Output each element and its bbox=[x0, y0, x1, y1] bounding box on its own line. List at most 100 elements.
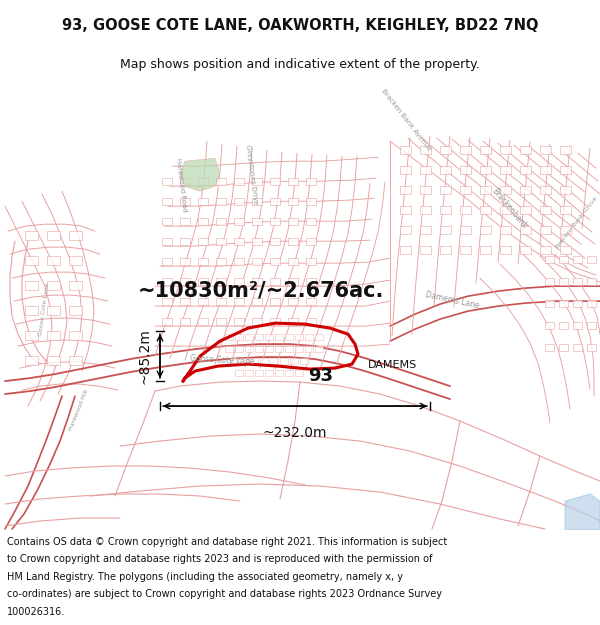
Bar bbox=[216, 298, 226, 305]
Text: HM Land Registry. The polygons (including the associated geometry, namely x, y: HM Land Registry. The polygons (includin… bbox=[7, 572, 403, 582]
Bar bbox=[306, 258, 316, 265]
Bar bbox=[270, 178, 280, 185]
Bar bbox=[559, 322, 568, 329]
Bar bbox=[69, 306, 82, 315]
Bar bbox=[252, 298, 262, 305]
Bar bbox=[540, 146, 551, 154]
Bar bbox=[252, 198, 262, 205]
Bar bbox=[270, 318, 280, 325]
Bar bbox=[288, 238, 298, 245]
Bar bbox=[252, 238, 262, 245]
Bar bbox=[275, 370, 283, 376]
Bar bbox=[47, 256, 60, 265]
Bar bbox=[198, 278, 208, 285]
Bar bbox=[198, 218, 208, 225]
Bar bbox=[559, 278, 568, 285]
Bar bbox=[180, 198, 190, 205]
Bar bbox=[47, 281, 60, 290]
Bar bbox=[198, 258, 208, 265]
Bar bbox=[265, 370, 273, 376]
Bar bbox=[47, 356, 60, 365]
Bar bbox=[440, 186, 451, 194]
Bar bbox=[285, 370, 293, 376]
Bar bbox=[235, 370, 243, 376]
Bar bbox=[500, 166, 511, 174]
Bar bbox=[440, 146, 451, 154]
Bar bbox=[216, 218, 226, 225]
Bar bbox=[400, 146, 411, 154]
Bar bbox=[47, 331, 60, 340]
Bar bbox=[460, 246, 471, 254]
Bar bbox=[460, 206, 471, 214]
Bar bbox=[560, 186, 571, 194]
Bar bbox=[245, 370, 253, 376]
Bar bbox=[216, 278, 226, 285]
Bar bbox=[400, 246, 411, 254]
Text: Contains OS data © Crown copyright and database right 2021. This information is : Contains OS data © Crown copyright and d… bbox=[7, 537, 448, 547]
Bar bbox=[234, 318, 244, 325]
Text: ~85.2m: ~85.2m bbox=[138, 328, 152, 384]
Text: Bracken Bank Avenue: Bracken Bank Avenue bbox=[380, 88, 432, 152]
Polygon shape bbox=[180, 158, 220, 191]
Bar bbox=[288, 298, 298, 305]
Text: ~10830m²/~2.676ac.: ~10830m²/~2.676ac. bbox=[138, 280, 385, 300]
Bar bbox=[162, 318, 172, 325]
Bar bbox=[25, 356, 38, 365]
Bar bbox=[290, 358, 298, 364]
Bar bbox=[587, 300, 596, 307]
Bar bbox=[180, 178, 190, 185]
Bar bbox=[480, 246, 491, 254]
Bar bbox=[295, 334, 303, 340]
Bar bbox=[69, 281, 82, 290]
Bar bbox=[306, 318, 316, 325]
Bar bbox=[245, 346, 253, 352]
Bar bbox=[69, 356, 82, 365]
Bar bbox=[520, 166, 531, 174]
Bar bbox=[440, 206, 451, 214]
Bar bbox=[270, 278, 280, 285]
Bar bbox=[300, 358, 308, 364]
Bar bbox=[520, 186, 531, 194]
Bar bbox=[162, 218, 172, 225]
Bar bbox=[295, 346, 303, 352]
Bar bbox=[315, 334, 323, 340]
Text: 93, GOOSE COTE LANE, OAKWORTH, KEIGHLEY, BD22 7NQ: 93, GOOSE COTE LANE, OAKWORTH, KEIGHLEY,… bbox=[62, 18, 538, 33]
Bar bbox=[480, 166, 491, 174]
Bar bbox=[306, 238, 316, 245]
Bar bbox=[234, 198, 244, 205]
Bar bbox=[540, 206, 551, 214]
Bar bbox=[573, 344, 582, 351]
Bar bbox=[25, 256, 38, 265]
Bar bbox=[198, 318, 208, 325]
Bar bbox=[288, 258, 298, 265]
Bar bbox=[540, 186, 551, 194]
Bar bbox=[180, 258, 190, 265]
Bar bbox=[270, 298, 280, 305]
Bar bbox=[559, 256, 568, 263]
Text: DAMEMS: DAMEMS bbox=[368, 360, 417, 370]
Bar bbox=[295, 370, 303, 376]
Bar bbox=[216, 318, 226, 325]
Bar bbox=[560, 206, 571, 214]
Bar bbox=[216, 198, 226, 205]
Bar bbox=[545, 344, 554, 351]
Bar bbox=[420, 226, 431, 234]
Bar bbox=[180, 238, 190, 245]
Bar bbox=[420, 206, 431, 214]
Bar bbox=[440, 226, 451, 234]
Bar bbox=[573, 256, 582, 263]
Bar bbox=[198, 298, 208, 305]
Bar bbox=[540, 226, 551, 234]
Bar bbox=[545, 322, 554, 329]
Bar bbox=[520, 146, 531, 154]
Bar bbox=[306, 278, 316, 285]
Bar bbox=[162, 238, 172, 245]
Bar bbox=[288, 218, 298, 225]
Bar bbox=[255, 370, 263, 376]
Bar bbox=[520, 226, 531, 234]
Text: Harewood Hill: Harewood Hill bbox=[68, 389, 89, 431]
Bar bbox=[480, 186, 491, 194]
Bar bbox=[545, 300, 554, 307]
Bar bbox=[252, 278, 262, 285]
Bar bbox=[306, 178, 316, 185]
